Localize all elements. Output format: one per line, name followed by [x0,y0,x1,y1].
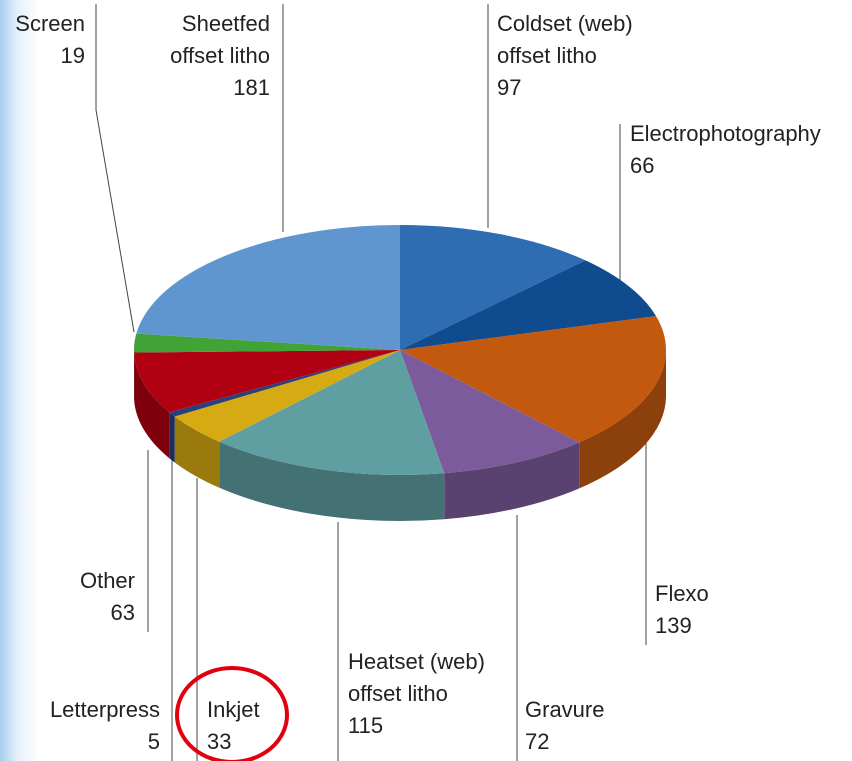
slice [219,350,445,475]
slice-side [174,416,220,488]
pie [134,225,666,521]
slice [174,350,400,442]
value-label: 33 [207,729,232,754]
value-label: 66 [630,153,655,178]
slice-label: Coldset (web) offset litho 97 [497,8,677,104]
highlight-circle [175,666,289,761]
slice-side [169,412,175,463]
slice-label: Screen 19 [0,8,85,72]
slice-side [579,350,666,489]
category-name: Coldset (web) offset litho [497,11,633,68]
slice-label: Electrophotography 66 [630,118,821,182]
slice-label: Flexo 139 [655,578,835,642]
value-label: 97 [497,75,522,100]
slice [400,350,580,474]
category-name: Heatset (web) offset litho [348,649,485,706]
slice [136,225,401,350]
slice-side [444,442,580,520]
slice [400,225,586,350]
slice-label: Letterpress 5 [0,694,160,758]
value-label: 72 [525,729,550,754]
slice-label: Sheetfed offset litho 181 [90,8,270,104]
slice [400,260,657,350]
category-name: Electrophotography [630,121,821,146]
slice [169,350,400,417]
category-name: Screen [15,11,85,36]
value-label: 139 [655,613,692,638]
slice [134,333,400,353]
slice-label: Other 63 [0,565,135,629]
value-label: 115 [348,713,384,738]
category-name: Other [79,568,135,593]
leader-lines [95,4,647,761]
slice-label: Inkjet 33 [207,694,387,758]
slice-side [219,441,445,521]
category-name: Inkjet [207,697,260,722]
value-label: 19 [60,43,85,68]
category-name: Gravure [525,697,605,722]
slice [134,350,400,413]
value-label: 63 [110,600,135,625]
slice-label: Gravure 72 [525,694,705,758]
value-label: 181 [233,75,270,100]
slice [400,316,666,443]
category-name: Sheetfed offset litho [170,11,270,68]
slice-side [134,352,170,459]
leader-line [95,4,135,333]
category-name: Letterpress [49,697,160,722]
value-label: 5 [147,729,160,754]
slice-label: Heatset (web) offset litho 115 [348,646,508,742]
category-name: Flexo [655,581,709,606]
